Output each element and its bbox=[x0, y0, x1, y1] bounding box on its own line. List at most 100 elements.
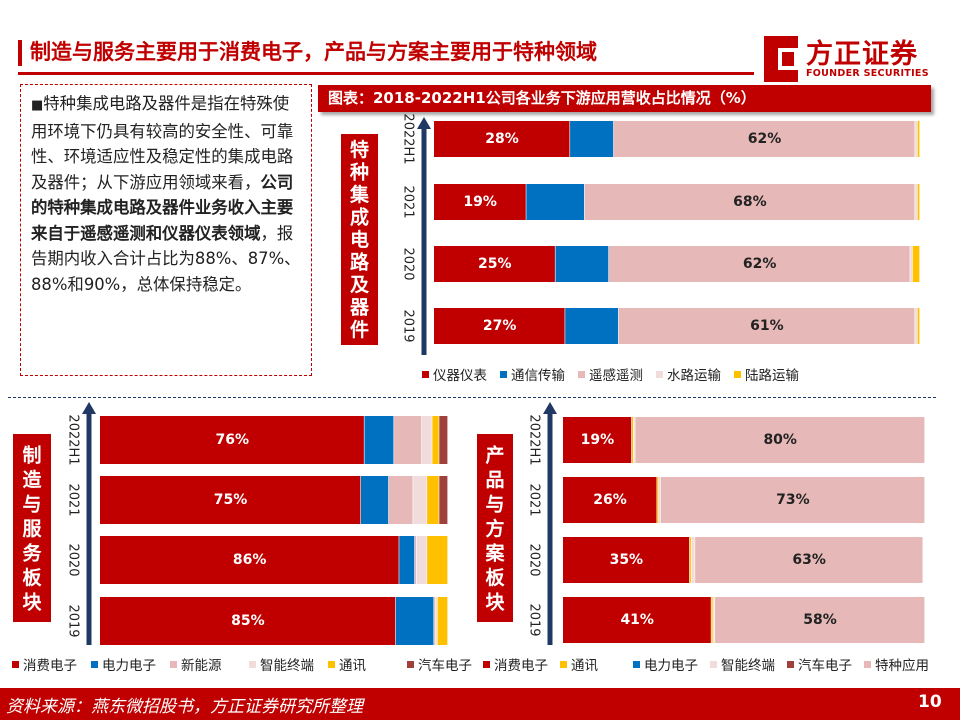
bar-segment bbox=[618, 308, 915, 344]
bar-segment bbox=[613, 121, 915, 157]
legend-swatch bbox=[864, 661, 871, 668]
legend-label: 仪器仪表 bbox=[433, 368, 487, 384]
legend-swatch bbox=[483, 661, 490, 668]
segment-label-char: 块 bbox=[22, 591, 42, 613]
bar-segment bbox=[416, 536, 427, 584]
legend-label: 遥感遥测 bbox=[589, 367, 643, 384]
description-text-end: ，报告期内收入合计占比为88%、87%、88%和90%，总体保持稳定。 bbox=[31, 223, 301, 294]
bar-segment bbox=[915, 121, 917, 157]
bar-segment bbox=[361, 476, 389, 524]
segment-label-box bbox=[477, 434, 513, 622]
bar-segment bbox=[100, 416, 364, 464]
segment-label-char: 造 bbox=[22, 468, 42, 491]
bar-segment bbox=[555, 246, 609, 282]
legend-label: 陆路运输 bbox=[745, 368, 799, 384]
legend-label: 消费电子 bbox=[494, 658, 548, 674]
legend-swatch bbox=[633, 661, 640, 668]
segment-label-char: 种 bbox=[349, 161, 369, 183]
legend-swatch bbox=[170, 661, 177, 668]
bar-segment bbox=[917, 308, 920, 344]
data-label: 26% bbox=[593, 492, 627, 508]
legend-swatch bbox=[91, 661, 98, 668]
legend-swatch bbox=[560, 661, 567, 668]
legend-swatch bbox=[710, 661, 717, 668]
legend-label: 智能终端 bbox=[721, 658, 775, 674]
bar-segment bbox=[689, 537, 691, 583]
bar-segment bbox=[658, 477, 661, 523]
bar-segment bbox=[432, 416, 439, 464]
legend-swatch bbox=[656, 371, 663, 378]
bar-segment bbox=[715, 597, 925, 643]
bar-segment bbox=[910, 246, 913, 282]
bar-segment bbox=[395, 597, 434, 645]
chart-title: 图表：2018-2022H1公司各业务下游应用营收占比情况（%） bbox=[318, 85, 931, 112]
legend-label: 特种应用 bbox=[875, 657, 929, 674]
bar-segment bbox=[563, 417, 632, 463]
bar-segment bbox=[364, 416, 394, 464]
legend-swatch bbox=[787, 661, 794, 668]
legend-label: 消费电子 bbox=[23, 658, 77, 674]
segment-label-char: 及 bbox=[350, 274, 370, 296]
legend-label: 通信传输 bbox=[511, 368, 565, 384]
data-label: 62% bbox=[748, 131, 782, 147]
data-label: 28% bbox=[485, 131, 519, 147]
bar-segment bbox=[434, 246, 555, 282]
axis-arrow-icon bbox=[417, 117, 431, 129]
data-label: 85% bbox=[231, 613, 265, 629]
bar-segment bbox=[633, 417, 635, 463]
bullet-icon: ■ bbox=[31, 98, 44, 113]
data-label: 73% bbox=[776, 492, 810, 508]
data-label: 35% bbox=[610, 552, 644, 568]
bar-segment bbox=[713, 597, 715, 643]
bar-segment bbox=[100, 597, 396, 645]
data-label: 19% bbox=[581, 432, 615, 448]
segment-label-char: 集 bbox=[349, 183, 370, 206]
title-accent-bar bbox=[18, 40, 22, 66]
bar-segment bbox=[427, 476, 439, 524]
description-text: 特种集成电路及器件是指在特殊使用环境下仍具有较高的安全性、可靠性、环境适应性及稳… bbox=[31, 94, 294, 192]
bar-segment bbox=[563, 597, 711, 643]
bar-segment bbox=[100, 476, 361, 524]
legend-label: 汽车电子 bbox=[798, 657, 852, 674]
legend-label: 通讯 bbox=[571, 658, 599, 674]
axis-arrow-icon bbox=[543, 402, 557, 414]
bar-segment bbox=[570, 121, 614, 157]
bar-segment bbox=[434, 121, 570, 157]
data-label: 19% bbox=[463, 194, 497, 210]
data-label: 63% bbox=[792, 552, 826, 568]
category-label: 2021 bbox=[66, 483, 81, 516]
footer-bar bbox=[0, 688, 960, 720]
segment-label-char: 方 bbox=[485, 517, 504, 540]
title-underline bbox=[18, 72, 754, 75]
bar-segment bbox=[526, 184, 585, 220]
bar-segment bbox=[413, 476, 427, 524]
legend-swatch bbox=[249, 661, 256, 668]
bar-segment bbox=[657, 477, 659, 523]
segment-label-char: 与 bbox=[485, 493, 504, 515]
logo-english-name: FOUNDER SECURITIES bbox=[806, 68, 929, 79]
category-label: 2020 bbox=[401, 247, 416, 280]
bar-segment bbox=[917, 184, 920, 220]
segment-label-char: 件 bbox=[350, 318, 369, 341]
legend-label: 新能源 bbox=[181, 658, 222, 674]
bar-segment bbox=[660, 477, 925, 523]
bar-segment bbox=[915, 308, 917, 344]
category-label: 2019 bbox=[527, 603, 542, 636]
bar-segment bbox=[563, 537, 690, 583]
segment-label-char: 品 bbox=[485, 469, 504, 491]
bar-segment bbox=[565, 308, 619, 344]
category-label: 2020 bbox=[66, 543, 81, 576]
data-label: 58% bbox=[803, 612, 837, 628]
bar-segment bbox=[912, 246, 920, 282]
data-label: 25% bbox=[478, 256, 512, 272]
page-title: 制造与服务主要用于消费电子，产品与方案主要用于特种领域 bbox=[30, 40, 597, 64]
segment-label-char: 器 bbox=[349, 296, 370, 318]
page-number: 10 bbox=[918, 692, 942, 712]
category-label: 2022H1 bbox=[66, 414, 81, 465]
bar-segment bbox=[394, 416, 422, 464]
segment-label-char: 路 bbox=[350, 250, 370, 273]
data-label: 76% bbox=[215, 432, 249, 448]
